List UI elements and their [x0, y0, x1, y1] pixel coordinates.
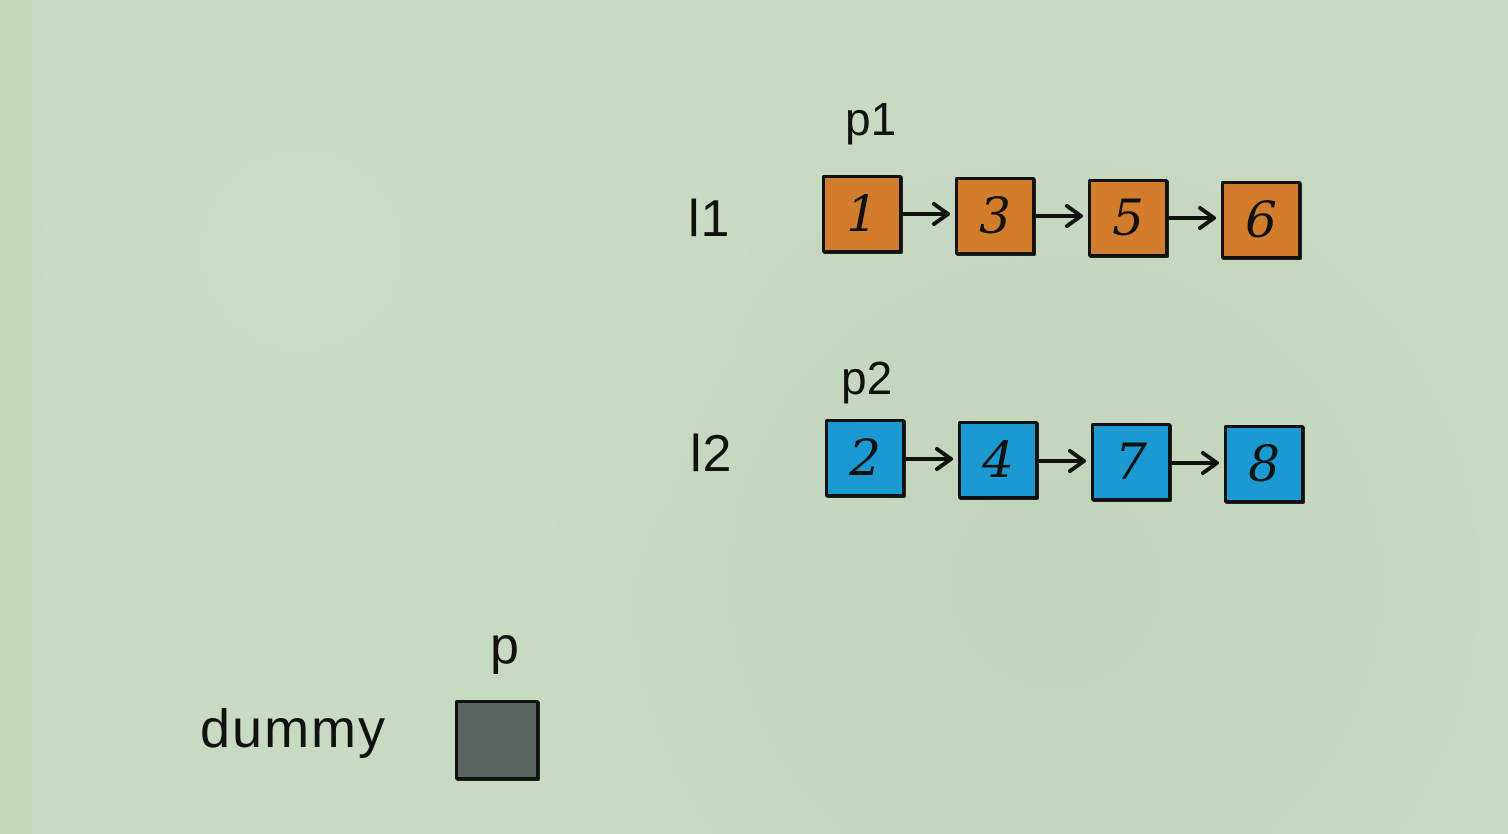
- list1-arrow-2: [1168, 203, 1222, 233]
- dummy-pointer-label: p: [490, 617, 519, 675]
- list2-name-label: l2: [690, 425, 733, 483]
- list1-node-0: 1: [822, 175, 902, 253]
- left-edge-strip: [0, 0, 32, 834]
- list2-arrow-1: [1038, 446, 1092, 476]
- dummy-name-label: dummy: [200, 699, 388, 759]
- list1-node-1: 3: [955, 177, 1035, 255]
- list2-arrow-2: [1171, 448, 1225, 478]
- list1-node-3: 6: [1221, 181, 1301, 259]
- list2-pointer-label: p2: [841, 352, 893, 404]
- list2-node-0: 2: [825, 419, 905, 497]
- list1-arrow-1: [1035, 201, 1089, 231]
- list2-arrow-0: [905, 444, 959, 474]
- list1-node-2: 5: [1088, 179, 1168, 257]
- list2-node-2: 7: [1091, 423, 1171, 501]
- list1-arrow-0: [902, 199, 956, 229]
- list2-node-3: 8: [1224, 425, 1304, 503]
- list2-node-1: 4: [958, 421, 1038, 499]
- list1-pointer-label: p1: [845, 93, 897, 145]
- dummy-node: [455, 700, 539, 780]
- list1-name-label: l1: [688, 190, 731, 248]
